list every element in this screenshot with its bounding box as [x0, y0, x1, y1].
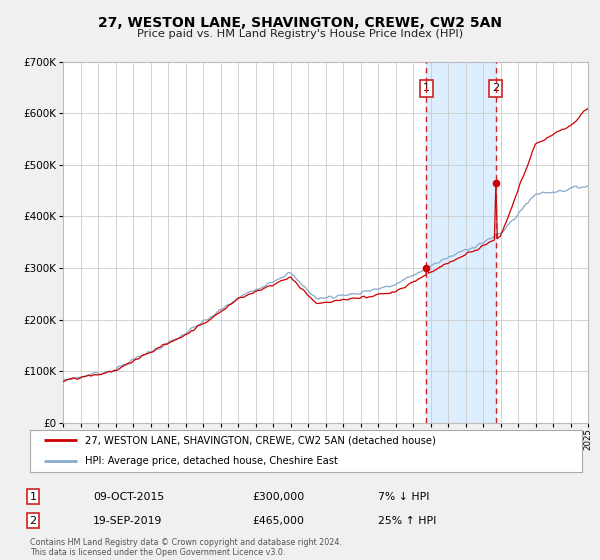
Text: 1: 1: [423, 83, 430, 94]
Text: 2: 2: [29, 516, 37, 526]
Text: £465,000: £465,000: [252, 516, 304, 526]
Text: 1: 1: [29, 492, 37, 502]
Text: Price paid vs. HM Land Registry's House Price Index (HPI): Price paid vs. HM Land Registry's House …: [137, 29, 463, 39]
Text: 27, WESTON LANE, SHAVINGTON, CREWE, CW2 5AN: 27, WESTON LANE, SHAVINGTON, CREWE, CW2 …: [98, 16, 502, 30]
Text: 7% ↓ HPI: 7% ↓ HPI: [378, 492, 430, 502]
Text: 27, WESTON LANE, SHAVINGTON, CREWE, CW2 5AN (detached house): 27, WESTON LANE, SHAVINGTON, CREWE, CW2 …: [85, 435, 436, 445]
Text: 2: 2: [492, 83, 499, 94]
Text: 25% ↑ HPI: 25% ↑ HPI: [378, 516, 436, 526]
Text: 09-OCT-2015: 09-OCT-2015: [93, 492, 164, 502]
Bar: [427, 62, 496, 423]
Text: HPI: Average price, detached house, Cheshire East: HPI: Average price, detached house, Ches…: [85, 456, 338, 466]
Text: £300,000: £300,000: [252, 492, 304, 502]
Text: Contains HM Land Registry data © Crown copyright and database right 2024.
This d: Contains HM Land Registry data © Crown c…: [30, 538, 342, 557]
Text: 19-SEP-2019: 19-SEP-2019: [93, 516, 163, 526]
